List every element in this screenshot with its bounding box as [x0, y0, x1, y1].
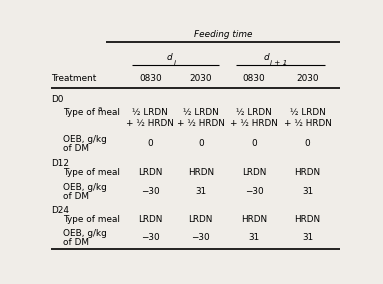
- Text: 31: 31: [195, 187, 206, 196]
- Text: Type of meal: Type of meal: [63, 168, 119, 178]
- Text: Treatment: Treatment: [51, 74, 96, 83]
- Text: + ½ HRDN: + ½ HRDN: [284, 119, 332, 128]
- Text: 0: 0: [198, 139, 203, 148]
- Text: −30: −30: [141, 187, 160, 196]
- Text: HRDN: HRDN: [241, 216, 267, 224]
- Text: ½ LRDN: ½ LRDN: [183, 108, 219, 117]
- Text: + ½ HRDN: + ½ HRDN: [177, 119, 225, 128]
- Text: of DM: of DM: [63, 238, 89, 247]
- Text: i + 1: i + 1: [270, 60, 288, 66]
- Text: OEB, g/kg: OEB, g/kg: [63, 229, 106, 238]
- Text: Feeding time: Feeding time: [194, 30, 252, 39]
- Text: HRDN: HRDN: [295, 216, 321, 224]
- Text: D24: D24: [51, 206, 69, 215]
- Text: + ½ HRDN: + ½ HRDN: [126, 119, 174, 128]
- Text: Type of meal: Type of meal: [63, 216, 119, 224]
- Text: HRDN: HRDN: [295, 168, 321, 178]
- Text: −30: −30: [192, 233, 210, 242]
- Text: LRDN: LRDN: [138, 168, 162, 178]
- Text: 0: 0: [251, 139, 257, 148]
- Text: 2030: 2030: [296, 74, 319, 83]
- Text: OEB, g/kg: OEB, g/kg: [63, 183, 106, 192]
- Text: 31: 31: [302, 233, 313, 242]
- Text: d: d: [167, 53, 172, 62]
- Text: LRDN: LRDN: [188, 216, 213, 224]
- Text: HRDN: HRDN: [188, 168, 214, 178]
- Text: 0: 0: [305, 139, 310, 148]
- Text: 2030: 2030: [190, 74, 212, 83]
- Text: 31: 31: [302, 187, 313, 196]
- Text: 0830: 0830: [139, 74, 162, 83]
- Text: i: i: [174, 60, 176, 66]
- Text: of DM: of DM: [63, 144, 89, 153]
- Text: −30: −30: [141, 233, 160, 242]
- Text: d: d: [264, 53, 269, 62]
- Text: 31: 31: [249, 233, 260, 242]
- Text: ½ LRDN: ½ LRDN: [133, 108, 168, 117]
- Text: LRDN: LRDN: [138, 216, 162, 224]
- Text: OEB, g/kg: OEB, g/kg: [63, 135, 106, 143]
- Text: + ½ HRDN: + ½ HRDN: [230, 119, 278, 128]
- Text: 0830: 0830: [243, 74, 265, 83]
- Text: 0: 0: [147, 139, 153, 148]
- Text: −30: −30: [245, 187, 264, 196]
- Text: ½ LRDN: ½ LRDN: [290, 108, 326, 117]
- Text: D12: D12: [51, 158, 69, 168]
- Text: of DM: of DM: [63, 192, 89, 201]
- Text: a: a: [98, 106, 102, 112]
- Text: Type of meal: Type of meal: [63, 108, 119, 117]
- Text: D0: D0: [51, 95, 63, 104]
- Text: ½ LRDN: ½ LRDN: [236, 108, 272, 117]
- Text: LRDN: LRDN: [242, 168, 266, 178]
